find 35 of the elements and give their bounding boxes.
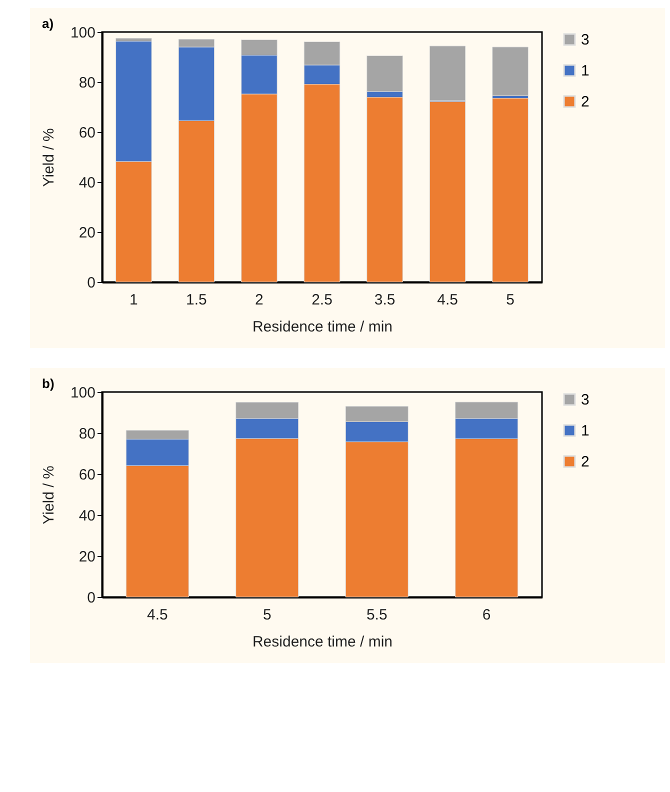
- x-tick-label: 5: [506, 292, 514, 308]
- x-tick-label: 5: [262, 606, 272, 624]
- y-tick-label: 100: [70, 384, 96, 402]
- legend-label: 3: [581, 392, 590, 408]
- x-tick-label: 1: [130, 292, 138, 308]
- legend-label: 3: [581, 32, 590, 48]
- y-tick-label: 0: [87, 590, 96, 606]
- y-tick-label: 80: [78, 426, 96, 442]
- x-tick-label: 2.5: [312, 292, 332, 308]
- x-tick-label: 2: [255, 292, 264, 308]
- x-tick-label: 5.5: [366, 606, 388, 624]
- legend-label: 1: [581, 422, 590, 440]
- y-tick-label: 60: [78, 466, 96, 484]
- x-tick-label: 4.5: [146, 606, 168, 624]
- y-tick-label: 80: [78, 74, 96, 92]
- y-tick-label: 20: [78, 548, 96, 566]
- x-axis-title: Residence time / min: [252, 318, 393, 336]
- legend-label: 1: [581, 62, 590, 80]
- y-tick-label: 20: [78, 224, 96, 242]
- chart-title: a): [42, 16, 54, 31]
- legend-label: 2: [581, 454, 590, 470]
- y-tick-label: 40: [78, 508, 96, 524]
- y-tick-label: 40: [78, 174, 96, 192]
- x-tick-label: 1.5: [186, 292, 207, 308]
- y-tick-label: 0: [87, 274, 96, 292]
- legend-label: 2: [581, 94, 590, 110]
- y-axis-title: Yield / %: [40, 466, 58, 524]
- y-tick-label: 60: [78, 124, 96, 142]
- x-axis-title: Residence time / min: [252, 634, 393, 650]
- x-tick-label: 3.5: [374, 292, 396, 308]
- x-tick-label: 4.5: [437, 292, 458, 308]
- y-axis-title: Yield / %: [40, 128, 58, 187]
- x-tick-label: 6: [482, 606, 491, 624]
- chart-title: b): [42, 376, 54, 391]
- y-tick-label: 100: [70, 24, 96, 42]
